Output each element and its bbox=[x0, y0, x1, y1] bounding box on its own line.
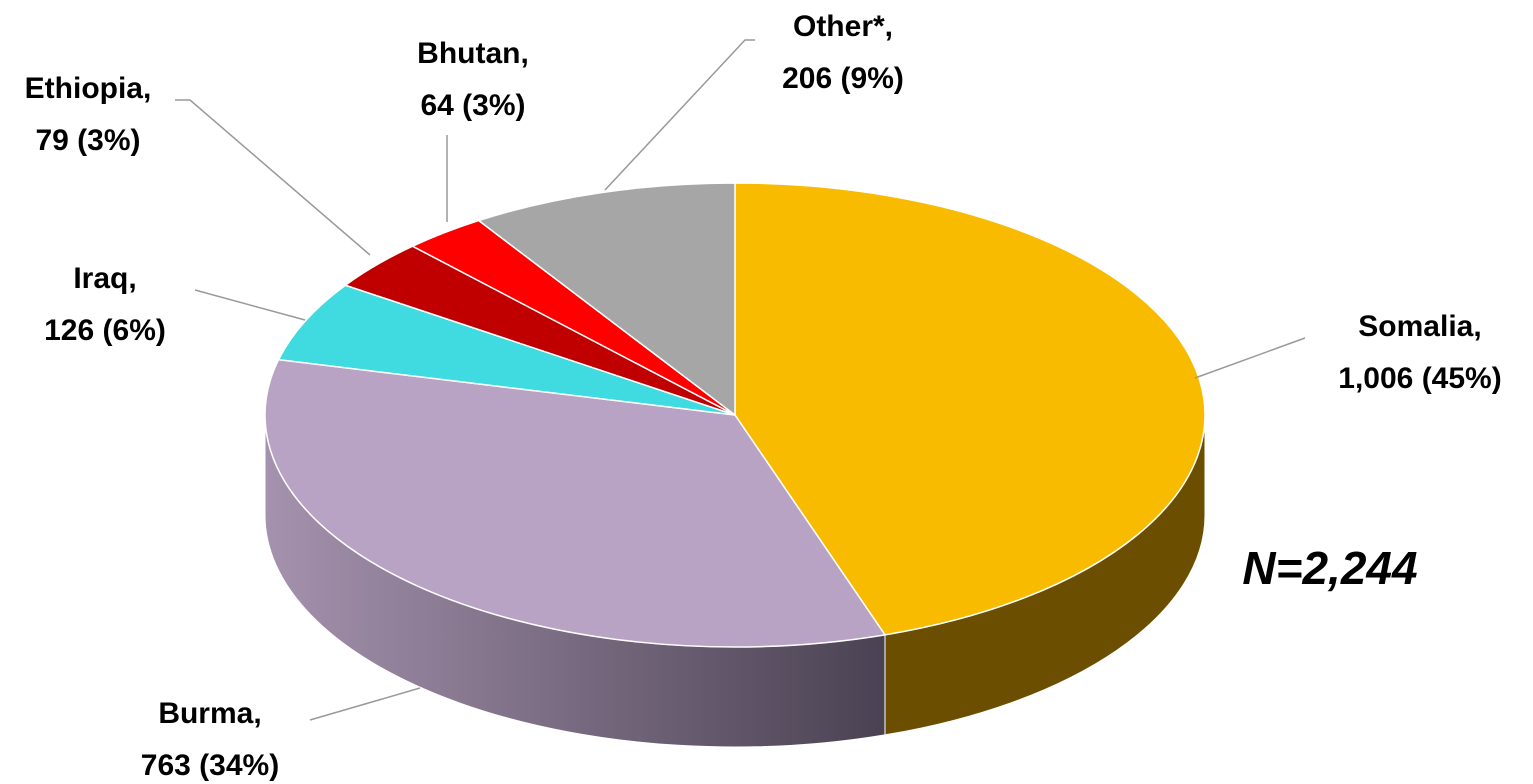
leader-line bbox=[1194, 337, 1306, 379]
pie-tops bbox=[264, 182, 1206, 648]
slice bbox=[264, 358, 887, 648]
annotation: N=2,244 bbox=[1242, 542, 1417, 594]
slice-value-label: 126 (6%) bbox=[44, 314, 166, 347]
leader-line bbox=[175, 99, 371, 256]
slice-label: Iraq, bbox=[73, 262, 136, 295]
slice-label: Bhutan, bbox=[417, 37, 529, 70]
leader-line bbox=[309, 687, 421, 721]
leader-line bbox=[194, 289, 306, 321]
slice-value-label: 206 (9%) bbox=[782, 62, 904, 95]
labels: Somalia, 1,006 (45%) Burma, 763 (34%) Iraq, 1… bbox=[25, 10, 1502, 782]
slice-label: Ethiopia, bbox=[25, 72, 152, 105]
slice-value-label: 64 (3%) bbox=[420, 89, 525, 122]
leader-line bbox=[604, 39, 755, 191]
slice-value-label: 1,006 (45%) bbox=[1338, 362, 1501, 395]
slice-label: Burma, bbox=[158, 697, 261, 730]
slice-label: Somalia, bbox=[1358, 310, 1481, 343]
slice bbox=[277, 284, 736, 416]
slice bbox=[477, 182, 736, 417]
slice-value-label: 763 (34%) bbox=[141, 749, 279, 782]
slice-label: Other*, bbox=[793, 10, 893, 43]
slice bbox=[734, 182, 1206, 636]
slice-value-label: 79 (3%) bbox=[35, 124, 140, 157]
